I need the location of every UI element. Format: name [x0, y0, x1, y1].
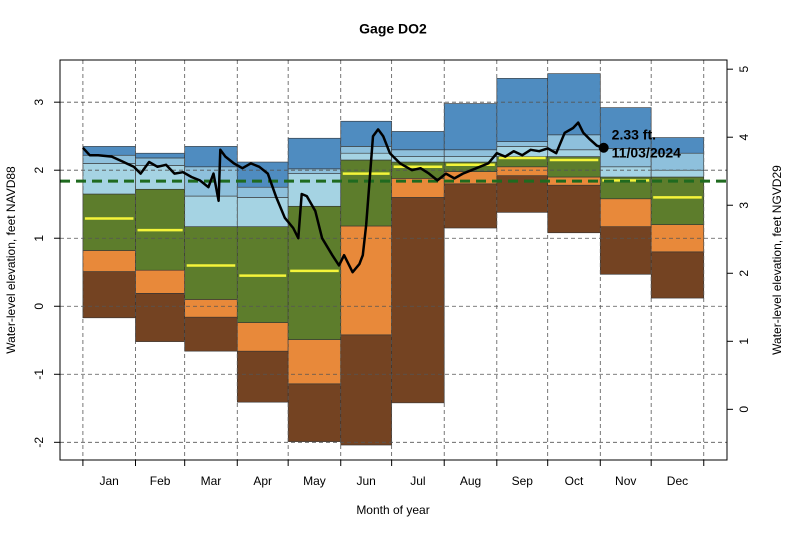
- percentile-band: [340, 152, 392, 161]
- y-axis-label: Water-level elevation, feet NAVD88: [4, 166, 18, 354]
- percentile-band: [443, 103, 498, 151]
- y-tick-label: 3: [32, 99, 46, 106]
- percentile-band: [547, 73, 601, 136]
- latest-point: [598, 142, 609, 153]
- x-tick-label: Oct: [565, 474, 584, 488]
- x-tick-label: Mar: [201, 474, 222, 488]
- x-tick-label: Aug: [460, 474, 481, 488]
- y2-axis-label: Water-level elevation, feet NGVD29: [770, 165, 784, 355]
- percentile-band: [236, 322, 289, 352]
- percentile-band: [287, 168, 342, 174]
- percentile-band: [184, 299, 238, 318]
- x-tick-label: Jun: [357, 474, 376, 488]
- percentile-band: [236, 197, 289, 227]
- y2-tick-label: 4: [737, 134, 751, 141]
- percentile-band: [135, 157, 185, 166]
- percentile-band: [82, 250, 136, 272]
- x-axis-label: Month of year: [356, 503, 429, 517]
- percentile-band: [599, 198, 652, 227]
- x-tick-label: May: [303, 474, 326, 488]
- water-level-line: [81, 121, 605, 274]
- y2-tick-label: 5: [737, 66, 751, 73]
- percentile-band: [184, 146, 238, 168]
- percentile-band: [650, 169, 705, 178]
- percentile-band: [599, 107, 652, 149]
- percentile-band: [82, 163, 136, 195]
- plot-frame: [59, 59, 728, 461]
- y-tick-label: -1: [32, 369, 46, 380]
- percentile-band: [287, 173, 342, 207]
- x-tick-label: Feb: [150, 474, 171, 488]
- percentile-band: [443, 183, 498, 229]
- percentile-band: [496, 141, 548, 147]
- percentile-band: [340, 225, 392, 336]
- percentile-band: [82, 271, 136, 319]
- percentile-band: [340, 146, 392, 154]
- percentile-band: [287, 339, 342, 385]
- percentile-band: [135, 293, 185, 342]
- y-tick-label: 2: [32, 167, 46, 174]
- percentile-band: [650, 251, 705, 299]
- percentile-band: [340, 120, 392, 147]
- percentile-band: [287, 383, 342, 442]
- y2-tick-label: 0: [737, 406, 751, 413]
- y2-tick-label: 2: [737, 270, 751, 277]
- y2-tick-label: 3: [737, 202, 751, 209]
- y-tick-label: 0: [32, 303, 46, 310]
- annotation-date: 11/03/2024: [612, 144, 682, 160]
- percentile-band: [135, 152, 185, 159]
- x-tick-label: Apr: [253, 474, 272, 488]
- percentile-band: [443, 149, 498, 157]
- percentile-band: [184, 316, 238, 352]
- percentile-band: [496, 78, 548, 142]
- percentile-band: [184, 195, 238, 227]
- percentile-band: [650, 176, 705, 225]
- percentile-band: [340, 334, 392, 446]
- percentile-band: [391, 149, 445, 157]
- percentile-band: [599, 226, 652, 275]
- percentile-band: [82, 146, 136, 156]
- y2-tick-label: 1: [737, 338, 751, 345]
- y-tick-label: -2: [32, 437, 46, 448]
- percentile-band: [287, 137, 342, 170]
- chart-title: Gage DO2: [359, 21, 427, 37]
- percentile-band: [82, 193, 136, 251]
- x-tick-label: Jan: [100, 474, 119, 488]
- percentile-band: [135, 269, 185, 294]
- percentile-band: [236, 350, 289, 403]
- percentile-band: [391, 197, 445, 404]
- percentile-band: [496, 175, 548, 213]
- percentile-band: [496, 166, 548, 176]
- percentile-band: [599, 166, 652, 178]
- percentile-band: [287, 205, 342, 340]
- percentile-band: [236, 186, 289, 198]
- x-tick-label: Jul: [410, 474, 425, 488]
- percentile-band: [547, 184, 601, 234]
- x-tick-label: Nov: [615, 474, 636, 488]
- percentile-band: [184, 226, 238, 300]
- y-tick-label: 1: [32, 235, 46, 242]
- percentile-band: [391, 131, 445, 151]
- x-tick-label: Sep: [512, 474, 534, 488]
- x-tick-label: Dec: [667, 474, 688, 488]
- annotation-value: 2.33 ft.: [612, 126, 656, 142]
